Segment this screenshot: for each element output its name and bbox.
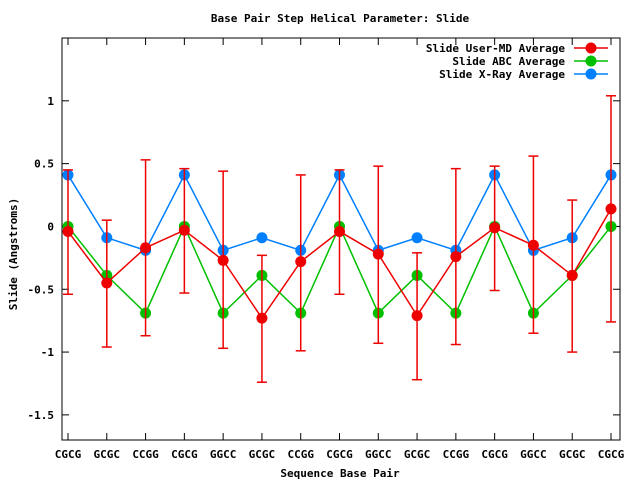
x-tick-label: CCGG — [443, 448, 470, 461]
legend-marker — [585, 42, 597, 54]
legend-label: Slide ABC Average — [452, 55, 565, 68]
x-tick-label: CCGG — [287, 448, 314, 461]
legend-marker — [585, 55, 597, 67]
x-tick-label: CGCG — [171, 448, 198, 461]
x-tick-label: GCGC — [559, 448, 586, 461]
data-point — [334, 225, 345, 237]
series-0 — [62, 95, 617, 383]
x-tick-label: GCGC — [249, 448, 276, 461]
data-point — [450, 251, 462, 263]
legend-label: Slide User-MD Average — [426, 42, 565, 55]
data-point — [411, 310, 423, 322]
plot-area — [61, 37, 621, 441]
y-axis-label: Slide (Angstroms) — [7, 198, 20, 311]
y-tick-label: 0 — [47, 220, 54, 233]
data-point — [140, 242, 152, 254]
data-point — [566, 269, 578, 281]
data-point — [256, 312, 268, 324]
data-point — [372, 248, 384, 260]
data-point — [605, 203, 617, 215]
chart-title: Base Pair Step Helical Parameter: Slide — [211, 12, 470, 25]
legend-marker — [585, 68, 597, 80]
data-point — [101, 277, 113, 289]
data-point — [256, 232, 268, 244]
x-tick-label: GCGC — [94, 448, 121, 461]
y-tick-label: -0.5 — [28, 283, 55, 296]
x-tick-label: CGCG — [55, 448, 82, 461]
data-point — [178, 224, 190, 236]
data-point — [527, 239, 539, 251]
x-tick-label: GGCC — [210, 448, 237, 461]
x-tick-label: CGCG — [598, 448, 625, 461]
x-tick-label: GGCC — [520, 448, 547, 461]
data-point — [295, 256, 307, 268]
y-tick-label: -1.5 — [28, 409, 55, 422]
x-tick-label: CGCG — [326, 448, 353, 461]
x-tick-label: CGCG — [481, 448, 508, 461]
x-tick-label: GGCC — [365, 448, 392, 461]
x-tick-label: GCGC — [404, 448, 431, 461]
data-point — [411, 232, 423, 244]
data-point — [217, 254, 229, 266]
y-tick-label: 1 — [47, 95, 54, 108]
x-axis-label: Sequence Base Pair — [280, 467, 400, 480]
legend-label: Slide X-Ray Average — [439, 68, 565, 81]
data-point — [489, 222, 501, 234]
y-tick-label: 0.5 — [34, 158, 54, 171]
x-tick-label: CCGG — [132, 448, 159, 461]
data-point — [62, 225, 74, 237]
y-tick-label: -1 — [41, 346, 55, 359]
